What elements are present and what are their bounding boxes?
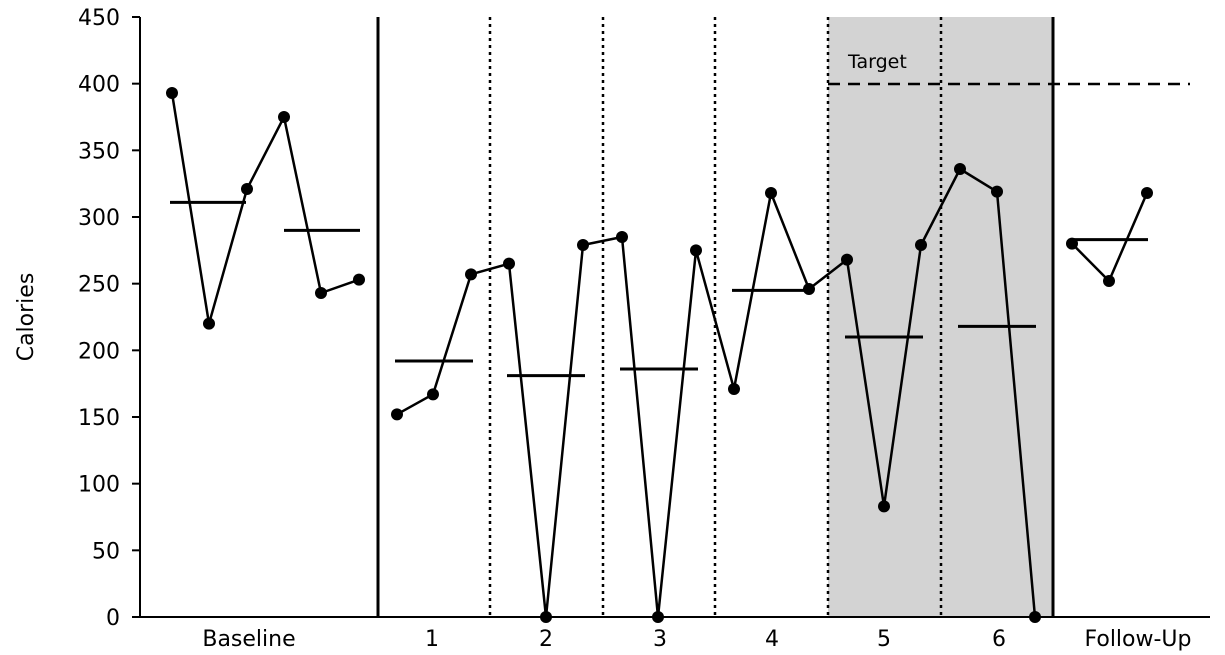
y-tick-label: 200 [78, 339, 120, 364]
data-point [241, 183, 253, 195]
data-point [1103, 275, 1115, 287]
y-tick-label: 400 [78, 73, 120, 98]
data-point [728, 383, 740, 395]
y-tick-label: 250 [78, 273, 120, 298]
data-point [278, 111, 290, 123]
data-point [1141, 187, 1153, 199]
data-point [166, 87, 178, 99]
data-point [577, 239, 589, 251]
data-point [690, 244, 702, 257]
data-point [915, 239, 927, 251]
y-tick-label: 100 [78, 473, 120, 498]
data-point [954, 163, 966, 175]
data-point [991, 185, 1003, 198]
target-label: Target [847, 51, 907, 73]
y-tick-label: 50 [92, 539, 120, 564]
phase-labels: Baseline 1 2 3 4 5 6 Follow-Up [202, 627, 1191, 652]
data-point [1029, 611, 1041, 623]
y-tick-label: 0 [106, 606, 120, 631]
series-points [166, 87, 1153, 623]
series-line [396, 167, 1037, 619]
y-tick-label: 450 [78, 6, 120, 31]
data-point [652, 611, 664, 623]
series-line [170, 92, 360, 325]
phase-label: Baseline [202, 627, 295, 651]
data-point [1066, 237, 1078, 250]
shaded-phase-region [828, 17, 1053, 617]
phase-label: Follow-Up [1084, 627, 1191, 651]
y-tick-label: 150 [78, 406, 120, 431]
data-point [540, 611, 552, 623]
data-point [841, 253, 853, 266]
data-point [616, 231, 628, 243]
phase-label: 2 [539, 627, 553, 651]
phase-label: 6 [992, 627, 1006, 651]
data-point [427, 388, 439, 401]
data-point [503, 257, 515, 270]
phase-label: 5 [877, 627, 891, 651]
phase-label: 4 [765, 627, 779, 651]
data-point [315, 287, 327, 299]
data-point [878, 500, 890, 513]
data-point [465, 268, 477, 281]
y-tick-label: 350 [78, 139, 120, 164]
phase-dividers [376, 17, 1055, 617]
y-ticks: 0 50 100 150 200 250 300 350 400 450 [78, 6, 140, 631]
series-line [1071, 192, 1149, 283]
data-point [391, 408, 403, 421]
shading-layer [828, 17, 1053, 617]
data-point [203, 317, 215, 330]
data-point [803, 283, 815, 295]
data-point [765, 187, 777, 199]
y-tick-label: 300 [78, 206, 120, 231]
phase-label: 1 [425, 627, 439, 651]
data-point [353, 273, 365, 286]
target-layer: Target [828, 51, 1190, 86]
y-axis-label: Calories [14, 273, 39, 362]
phase-label: 3 [653, 627, 667, 651]
